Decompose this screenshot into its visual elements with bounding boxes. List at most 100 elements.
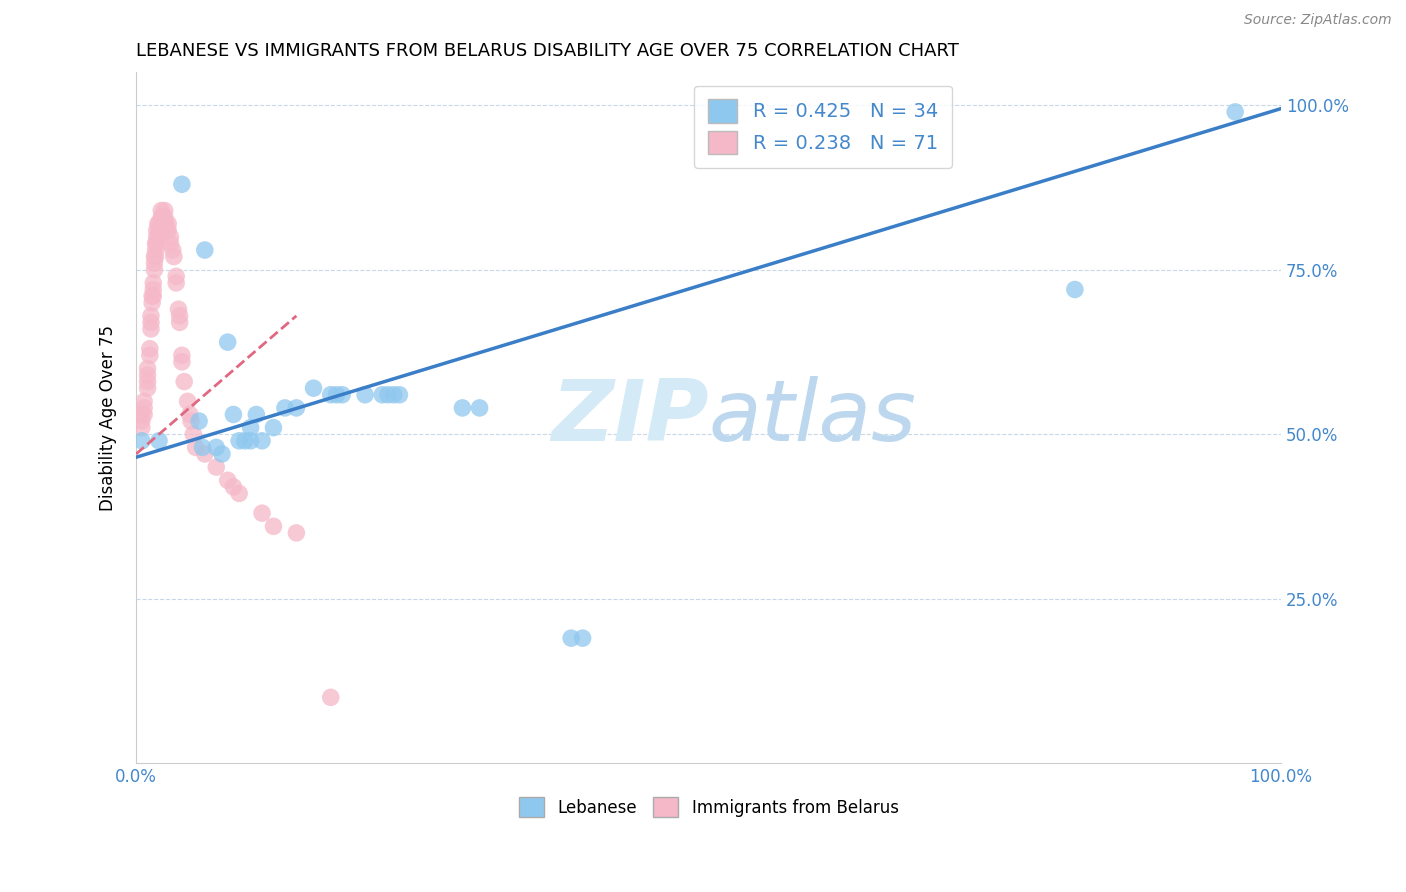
Point xyxy=(152,217,174,231)
Point xyxy=(136,361,159,376)
Point xyxy=(330,388,353,402)
Point xyxy=(382,388,405,402)
Point xyxy=(173,375,195,389)
Point xyxy=(141,295,163,310)
Point xyxy=(176,394,198,409)
Point xyxy=(145,230,167,244)
Text: atlas: atlas xyxy=(709,376,917,459)
Point xyxy=(354,388,377,402)
Point xyxy=(148,217,170,231)
Point xyxy=(239,420,262,434)
Point xyxy=(139,322,162,336)
Point xyxy=(233,434,256,448)
Point xyxy=(165,269,187,284)
Point xyxy=(134,408,156,422)
Point xyxy=(183,427,205,442)
Point xyxy=(377,388,399,402)
Point xyxy=(136,381,159,395)
Point xyxy=(250,506,273,520)
Point xyxy=(134,401,156,415)
Point xyxy=(131,420,153,434)
Point xyxy=(222,480,245,494)
Point xyxy=(302,381,325,395)
Point xyxy=(142,283,165,297)
Point xyxy=(131,408,153,422)
Point xyxy=(152,210,174,224)
Point xyxy=(157,223,180,237)
Point xyxy=(148,434,170,448)
Legend: Lebanese, Immigrants from Belarus: Lebanese, Immigrants from Belarus xyxy=(512,790,905,824)
Point xyxy=(388,388,411,402)
Text: LEBANESE VS IMMIGRANTS FROM BELARUS DISABILITY AGE OVER 75 CORRELATION CHART: LEBANESE VS IMMIGRANTS FROM BELARUS DISA… xyxy=(136,42,959,60)
Point xyxy=(205,460,228,475)
Point xyxy=(136,368,159,382)
Point xyxy=(191,441,214,455)
Point xyxy=(163,250,186,264)
Point xyxy=(180,414,202,428)
Point xyxy=(560,631,582,645)
Point xyxy=(239,434,262,448)
Point xyxy=(217,335,239,350)
Point xyxy=(325,388,347,402)
Point xyxy=(146,217,169,231)
Point xyxy=(159,236,181,251)
Point xyxy=(222,408,245,422)
Point xyxy=(263,420,285,434)
Point xyxy=(142,276,165,290)
Point xyxy=(150,210,173,224)
Point xyxy=(143,262,166,277)
Point xyxy=(371,388,394,402)
Point xyxy=(148,223,170,237)
Point xyxy=(142,289,165,303)
Point xyxy=(134,394,156,409)
Point xyxy=(285,525,308,540)
Point xyxy=(451,401,474,415)
Point xyxy=(319,690,342,705)
Point xyxy=(139,315,162,329)
Point xyxy=(169,309,191,323)
Point xyxy=(169,315,191,329)
Point xyxy=(167,302,190,317)
Point xyxy=(228,434,250,448)
Point xyxy=(145,243,167,257)
Y-axis label: Disability Age Over 75: Disability Age Over 75 xyxy=(100,325,117,511)
Point xyxy=(153,223,176,237)
Point xyxy=(1063,283,1085,297)
Point xyxy=(131,434,153,448)
Point xyxy=(194,447,217,461)
Text: Source: ZipAtlas.com: Source: ZipAtlas.com xyxy=(1244,13,1392,28)
Point xyxy=(155,217,177,231)
Point xyxy=(159,230,181,244)
Point xyxy=(139,309,162,323)
Point xyxy=(1223,104,1246,119)
Point xyxy=(145,250,167,264)
Point xyxy=(217,473,239,487)
Point xyxy=(141,289,163,303)
Point xyxy=(211,447,233,461)
Point xyxy=(153,217,176,231)
Point xyxy=(319,388,342,402)
Point xyxy=(139,348,162,362)
Point xyxy=(148,230,170,244)
Point xyxy=(143,256,166,270)
Point xyxy=(285,401,308,415)
Point xyxy=(153,210,176,224)
Point xyxy=(170,355,193,369)
Point xyxy=(194,243,217,257)
Point xyxy=(150,203,173,218)
Point xyxy=(153,203,176,218)
Point xyxy=(145,236,167,251)
Point xyxy=(468,401,491,415)
Point xyxy=(165,276,187,290)
Point xyxy=(274,401,297,415)
Point xyxy=(136,375,159,389)
Point xyxy=(571,631,593,645)
Point xyxy=(245,408,267,422)
Point xyxy=(228,486,250,500)
Point xyxy=(170,178,193,192)
Point xyxy=(170,348,193,362)
Point xyxy=(131,414,153,428)
Point xyxy=(145,223,167,237)
Point xyxy=(263,519,285,533)
Point xyxy=(205,441,228,455)
